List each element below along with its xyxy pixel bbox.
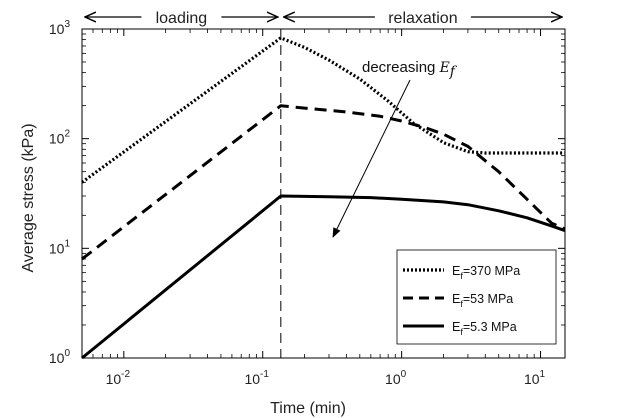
legend-label: Ef=5.3 MPa bbox=[452, 320, 517, 337]
legend: Ef=370 MPa Ef=53 MPa Ef=5.3 MPa bbox=[396, 249, 557, 345]
plot-frame bbox=[81, 28, 566, 359]
y-tick-label: 101 bbox=[49, 238, 71, 256]
y-tick-label: 102 bbox=[49, 129, 71, 147]
x-tick-label: 100 bbox=[385, 369, 407, 387]
series-lines bbox=[81, 36, 566, 360]
y-tick-label: 103 bbox=[49, 19, 71, 37]
series-line-dashed bbox=[81, 104, 566, 261]
phase-label-relaxation: relaxation bbox=[388, 10, 457, 27]
legend-label: Ef=53 MPa bbox=[452, 292, 513, 309]
annotation-text: decreasing Ef bbox=[362, 59, 458, 80]
legend-label: Ef=370 MPa bbox=[452, 264, 520, 281]
x-axis-label: Time (min) bbox=[270, 400, 346, 417]
phase-label-loading: loading bbox=[156, 10, 208, 27]
phase-arrows: loading relaxation bbox=[85, 10, 562, 27]
annotation: decreasing Ef bbox=[332, 59, 458, 238]
x-tick-label: 10-1 bbox=[244, 369, 269, 387]
axis-ticks: 10-2 10-1 100 101 100 101 102 103 bbox=[49, 19, 565, 387]
y-tick-label: 100 bbox=[49, 348, 71, 366]
x-tick-label: 10-2 bbox=[106, 369, 131, 387]
y-axis-label: Average stress (kPa) bbox=[20, 123, 37, 272]
series-line-solid bbox=[81, 194, 566, 360]
x-tick-label: 101 bbox=[524, 369, 546, 387]
annotation-arrow bbox=[332, 79, 411, 238]
